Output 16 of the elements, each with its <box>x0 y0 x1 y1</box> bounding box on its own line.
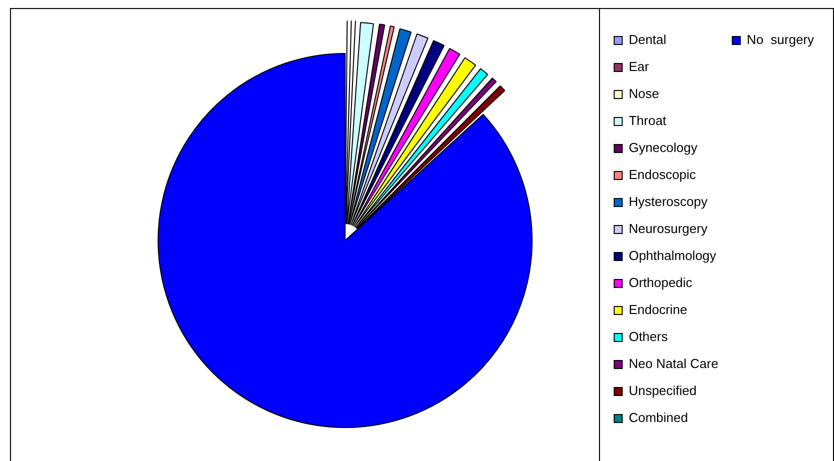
legend-label: Unspecified <box>628 383 697 398</box>
legend-label: Throat <box>628 113 667 128</box>
legend-label: Ear <box>628 59 650 74</box>
legend-label: Endoscopic <box>628 167 696 182</box>
legend-label: Endocrine <box>628 302 688 318</box>
legend-label: Combined <box>628 410 688 426</box>
legend-label: No surgery <box>746 32 814 48</box>
legend-label: Dental <box>628 32 666 48</box>
legend-label: Ophthalmology <box>628 248 717 264</box>
legend-label: Others <box>628 329 668 344</box>
legend-label: Nose <box>628 86 660 102</box>
legend-label: Hysteroscopy <box>628 194 708 210</box>
legend-label: Neo Natal Care <box>628 356 718 372</box>
legend-label: Neurosurgery <box>628 221 708 236</box>
legend-label: Orthopedic <box>628 275 693 290</box>
legend-label: Gynecology <box>628 140 698 156</box>
